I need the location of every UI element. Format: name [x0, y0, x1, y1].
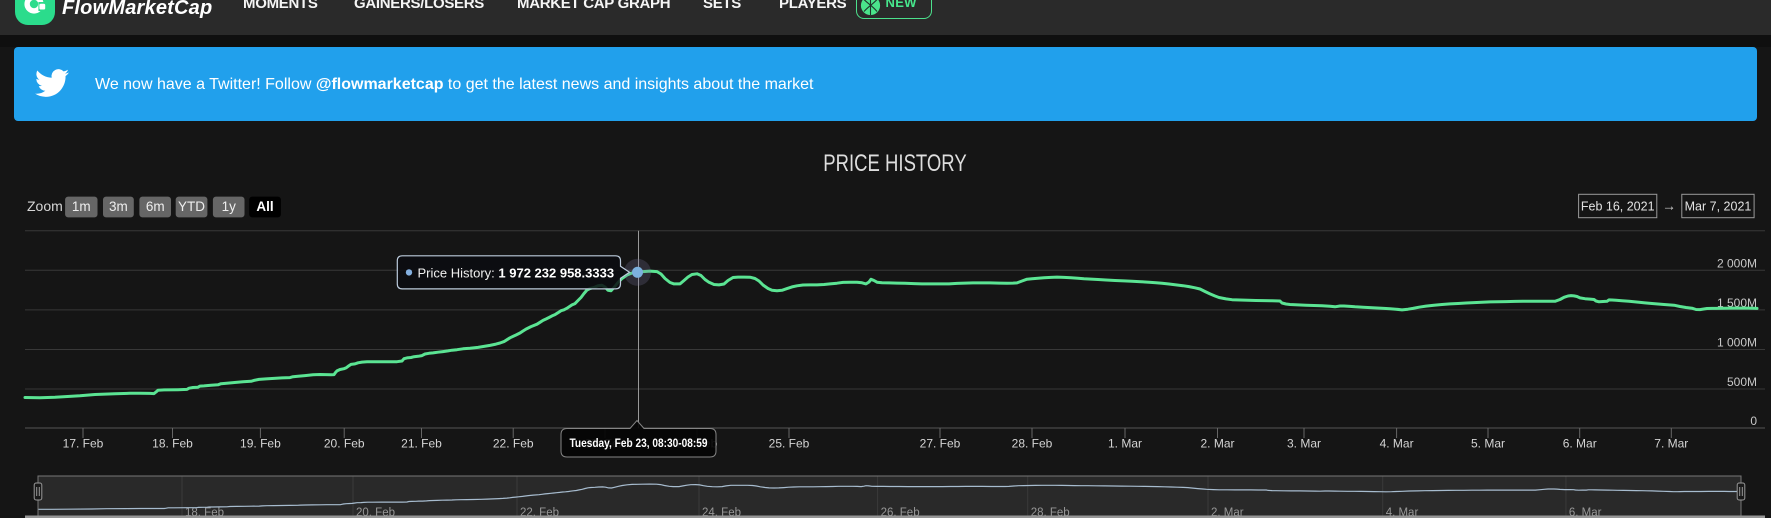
svg-text:27. Feb: 27. Feb	[920, 436, 961, 450]
svg-text:18. Feb: 18. Feb	[152, 436, 193, 450]
svg-text:Tuesday, Feb 23, 08:30-08:59: Tuesday, Feb 23, 08:30-08:59	[570, 436, 708, 450]
svg-text:24. Feb: 24. Feb	[702, 507, 741, 518]
svg-text:3m: 3m	[109, 199, 128, 214]
svg-text:6. Mar: 6. Mar	[1563, 436, 1597, 450]
svg-text:17. Feb: 17. Feb	[63, 436, 104, 450]
svg-text:Zoom: Zoom	[27, 198, 63, 214]
svg-text:4. Mar: 4. Mar	[1386, 507, 1419, 518]
svg-text:1y: 1y	[222, 199, 237, 214]
svg-text:Mar 7, 2021: Mar 7, 2021	[1685, 199, 1752, 213]
svg-text:18. Feb: 18. Feb	[185, 507, 224, 518]
svg-text:26. Feb: 26. Feb	[881, 507, 920, 518]
svg-text:6. Mar: 6. Mar	[1569, 507, 1602, 518]
svg-text:20. Feb: 20. Feb	[356, 507, 395, 518]
svg-text:3. Mar: 3. Mar	[1287, 436, 1321, 450]
svg-text:5. Mar: 5. Mar	[1471, 436, 1505, 450]
svg-text:YTD: YTD	[178, 199, 205, 214]
svg-text:28. Feb: 28. Feb	[1031, 507, 1070, 518]
svg-text:2 000M: 2 000M	[1717, 256, 1757, 270]
svg-text:Price History: 1 972 232 958.3: Price History: 1 972 232 958.3333	[418, 265, 615, 280]
svg-text:1m: 1m	[72, 199, 91, 214]
svg-text:500M: 500M	[1727, 375, 1757, 389]
svg-text:28. Feb: 28. Feb	[1012, 436, 1053, 450]
svg-text:All: All	[256, 199, 273, 214]
svg-text:Feb 16, 2021: Feb 16, 2021	[1581, 199, 1655, 213]
svg-text:21. Feb: 21. Feb	[401, 436, 442, 450]
svg-text:20. Feb: 20. Feb	[324, 436, 365, 450]
svg-text:2. Mar: 2. Mar	[1211, 507, 1244, 518]
svg-text:→: →	[1662, 198, 1676, 214]
svg-text:22. Feb: 22. Feb	[493, 436, 534, 450]
svg-text:7. Mar: 7. Mar	[1654, 436, 1688, 450]
svg-text:25. Feb: 25. Feb	[769, 436, 810, 450]
svg-text:22. Feb: 22. Feb	[520, 507, 559, 518]
svg-text:PRICE HISTORY: PRICE HISTORY	[823, 150, 966, 177]
svg-text:1 500M: 1 500M	[1717, 296, 1757, 310]
svg-text:1. Mar: 1. Mar	[1108, 436, 1142, 450]
svg-text:4. Mar: 4. Mar	[1380, 436, 1414, 450]
svg-text:0: 0	[1750, 414, 1757, 428]
svg-text:19. Feb: 19. Feb	[240, 436, 281, 450]
svg-text:1 000M: 1 000M	[1717, 336, 1757, 350]
svg-text:2. Mar: 2. Mar	[1200, 436, 1234, 450]
svg-text:6m: 6m	[146, 199, 165, 214]
